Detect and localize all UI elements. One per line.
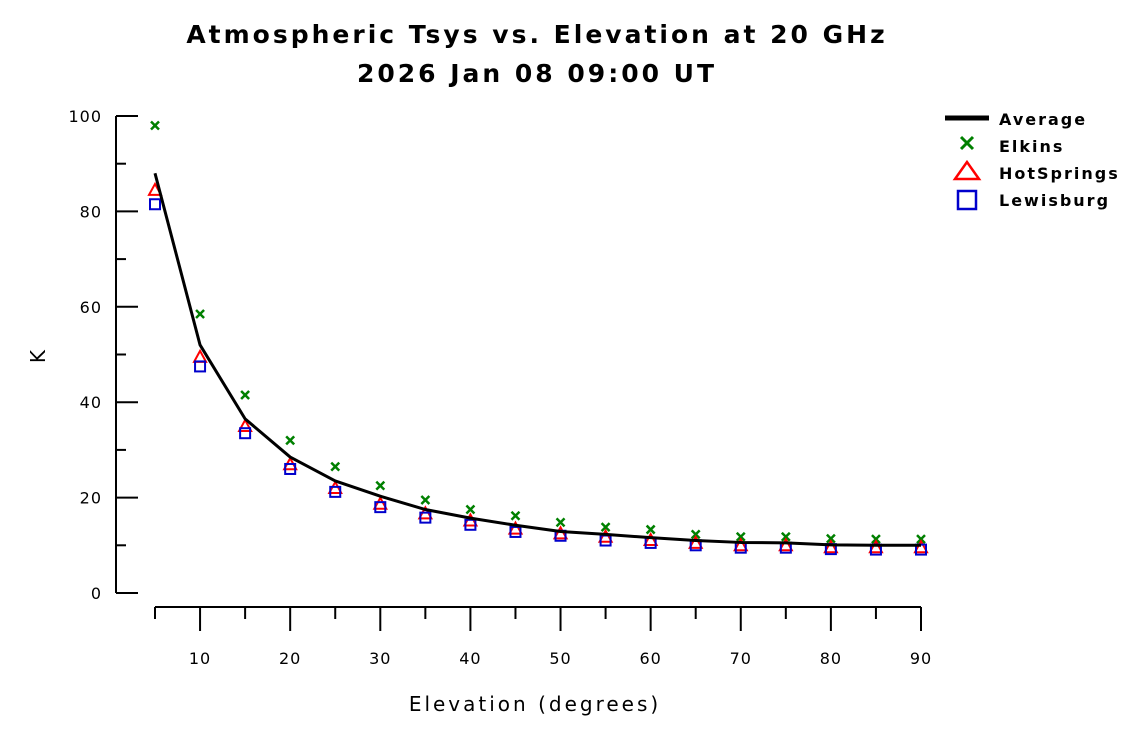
plot-area (147, 120, 929, 556)
elkins-point (690, 529, 701, 540)
lewisburg-point (374, 501, 387, 514)
hotsprings-point (688, 534, 704, 549)
legend-item-elkins: Elkins (959, 135, 1064, 156)
hotsprings-point (372, 495, 388, 510)
x-tick-label: 20 (279, 649, 301, 668)
elkins-point (150, 120, 160, 131)
legend-swatch (959, 135, 975, 151)
legend-item-lewisburg: Lewisburg (956, 189, 1110, 211)
lewisburg-point (239, 427, 252, 440)
y-tick-label: 20 (80, 489, 102, 508)
legend-label: Elkins (999, 137, 1064, 156)
lewisburg-point (149, 198, 161, 211)
lewisburg-point (464, 518, 477, 531)
y-axis-label: K (26, 347, 50, 363)
x-tick-label: 40 (459, 649, 481, 668)
series-line-average (153, 172, 921, 547)
x-tick-label: 80 (820, 649, 842, 668)
legend-swatch (952, 159, 982, 181)
series-elkins (150, 120, 926, 544)
y-tick-label: 40 (80, 393, 102, 412)
x-tick-label: 50 (549, 649, 571, 668)
lewisburg-point (194, 360, 207, 373)
y-tick-label: 100 (68, 107, 102, 126)
elkins-point (600, 522, 611, 533)
elkins-point (825, 533, 836, 544)
elkins-point (871, 534, 881, 544)
x-axis: 10 20 30 40 50 60 70 80 90 (154, 606, 932, 668)
elkins-point (645, 524, 656, 535)
lewisburg-point (509, 525, 522, 538)
hotsprings-point (507, 520, 524, 535)
y-axis: 0 20 40 60 80 100 (68, 107, 138, 603)
legend-item-hotsprings: HotSprings (952, 159, 1120, 183)
y-tick-label: 60 (80, 298, 102, 317)
y-tick-label: 0 (91, 584, 102, 603)
hotsprings-point (733, 537, 749, 552)
chart-title: Atmospheric Tsys vs. Elevation at 20 GHz (186, 20, 887, 49)
x-tick-label: 60 (639, 649, 661, 668)
elkins-point (195, 309, 205, 319)
elkins-point (375, 480, 386, 491)
x-axis-label: Elevation (degrees) (409, 692, 661, 716)
elkins-point (240, 390, 251, 400)
elkins-point (555, 517, 566, 528)
hotsprings-point (778, 537, 794, 552)
x-tick-label: 10 (189, 649, 211, 668)
lewisburg-point (284, 462, 297, 475)
legend-item-average: Average (945, 110, 1087, 129)
series-hotsprings (147, 181, 929, 554)
hotsprings-point (642, 531, 659, 547)
legend-label: Lewisburg (999, 191, 1110, 210)
elkins-point (916, 534, 926, 544)
x-tick-label: 70 (730, 649, 752, 668)
elkins-point (465, 504, 476, 515)
hotsprings-point (823, 539, 839, 554)
lewisburg-point (329, 485, 342, 498)
legend: Average Elkins HotSprings Lewisburg (945, 110, 1120, 211)
hotsprings-point (237, 417, 253, 433)
elkins-point (735, 531, 746, 542)
elkins-point (510, 510, 521, 521)
chart-subtitle: 2026 Jan 08 09:00 UT (357, 59, 717, 88)
legend-label: HotSprings (999, 164, 1120, 183)
lewisburg-point (419, 511, 432, 524)
y-tick-label: 80 (80, 202, 102, 221)
elkins-point (285, 435, 296, 446)
elkins-point (330, 461, 341, 472)
elkins-point (780, 531, 791, 542)
legend-label: Average (999, 110, 1087, 129)
x-tick-label: 90 (910, 649, 932, 668)
series-lewisburg (149, 198, 927, 556)
elkins-point (420, 495, 431, 505)
x-tick-label: 30 (369, 649, 391, 668)
legend-swatch (956, 189, 978, 211)
